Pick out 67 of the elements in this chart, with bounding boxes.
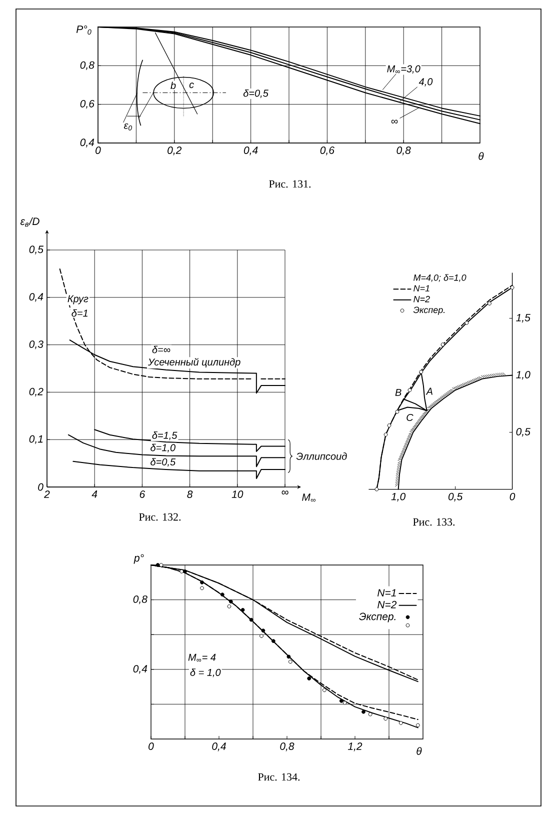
y-axis-title: ε$_{в}$/D — [20, 217, 40, 227]
series-label: δ=1,0 — [150, 444, 176, 452]
series-label: C — [406, 414, 414, 422]
series-label: δ=∞ — [152, 346, 170, 354]
y-tick-label: 0,5 — [29, 246, 44, 254]
text: Рис. 134. — [258, 773, 300, 781]
annotation: ε$_{0}$ — [124, 123, 132, 130]
series-label: Круг — [68, 295, 88, 304]
legend-label: Экспер. — [359, 612, 396, 622]
x-tick-label: 6 — [140, 490, 146, 498]
x-tick-label: 1,2 — [348, 742, 362, 752]
annotation: δ = 1,0 — [190, 668, 221, 678]
x-tick-label: 0 — [96, 146, 101, 154]
x-tick-label: 8 — [187, 490, 193, 498]
y-tick-label: 0,8 — [80, 61, 94, 70]
x-axis-title: θ — [478, 152, 484, 160]
x-tick-label: 0,8 — [280, 742, 294, 752]
x-tick-label: 0,5 — [448, 492, 463, 502]
y-tick-label: 0,3 — [29, 340, 44, 350]
x-tick-label: ∞ — [282, 490, 288, 495]
x-tick-label: 0,6 — [320, 146, 334, 156]
series-label: δ=0,5 — [150, 458, 176, 467]
text: Рис. 131. — [269, 180, 311, 188]
x-tick-label: 0,4 — [212, 742, 226, 752]
x-tick-label: 4 — [92, 490, 98, 498]
legend-label: 4,0 — [418, 78, 433, 86]
legend-label: N=2 — [377, 600, 397, 608]
annotation: c — [189, 82, 194, 88]
y-axis-title: P°$_{0}$ — [76, 25, 92, 35]
x-tick-label: 0,4 — [244, 146, 258, 156]
y-tick-label: 0,1 — [29, 435, 43, 444]
y-tick-label: 0,6 — [80, 100, 94, 109]
text: Эллипсоид — [296, 452, 347, 460]
y-tick-label: 0,2 — [29, 388, 44, 397]
annotation: δ=0,5 — [243, 89, 268, 98]
x-axis-title: θ — [416, 747, 422, 755]
annotation: δ=1 — [72, 309, 88, 317]
y-tick-label: 0,4 — [80, 138, 94, 148]
x-tick-label: 10 — [232, 490, 244, 498]
legend-label: N=1 — [414, 285, 430, 292]
x-tick-label: 0 — [510, 492, 516, 500]
y-tick-label: 1,5 — [516, 314, 530, 323]
text: Рис. 133. — [413, 518, 455, 526]
y-tick-label: 0 — [38, 483, 44, 491]
y-tick-label: 0,5 — [516, 428, 530, 437]
legend-label: N=1 — [377, 589, 396, 596]
x-tick-label: 1,0 — [391, 492, 406, 502]
series-label: ∞ — [391, 120, 398, 124]
y-tick-label: 0,4 — [29, 293, 44, 302]
y-tick-label: 1,0 — [516, 370, 530, 380]
legend-label: Экспер. — [413, 306, 445, 315]
series-label: M$_{∞}$=3,0 — [387, 65, 420, 74]
annotation: M$_{∞}$= 4 — [188, 654, 216, 662]
legend-title: M=4,0; δ=1,0 — [414, 274, 466, 282]
x-tick-label: 2 — [44, 490, 50, 498]
series-label: B — [395, 388, 402, 396]
x-tick-label: 0 — [148, 742, 154, 750]
x-axis-title: M$_{∞}$ — [302, 494, 316, 502]
x-tick-label: 0,8 — [396, 146, 411, 156]
annotation: Усеченный цилиндр — [148, 358, 240, 368]
series-label: A — [426, 388, 432, 395]
legend-label: N=2 — [414, 296, 430, 302]
text: Рис. 132. — [139, 513, 181, 521]
series-label: δ=1,5 — [152, 432, 178, 440]
y-axis-title: p° — [134, 554, 144, 564]
annotation: b — [170, 82, 176, 90]
x-tick-label: 0,2 — [168, 146, 182, 156]
